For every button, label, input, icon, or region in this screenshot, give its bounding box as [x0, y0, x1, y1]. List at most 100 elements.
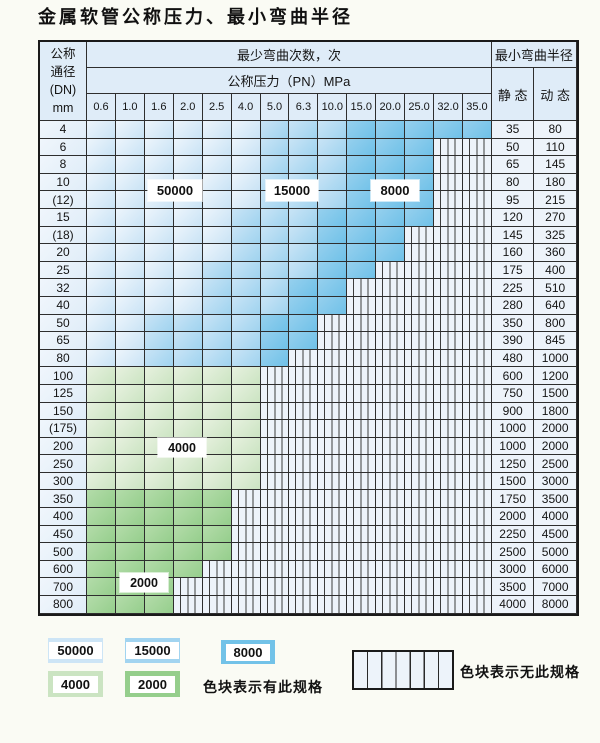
spec-cell: [202, 173, 232, 192]
no-spec-cell: [289, 402, 319, 421]
no-spec-cell: [462, 384, 492, 403]
no-spec-cell: [318, 349, 348, 368]
spec-cell: [318, 208, 348, 227]
spec-cell: [115, 349, 145, 368]
spec-cell: [231, 138, 261, 157]
no-spec-cell: [405, 314, 435, 333]
dn-cell: (175): [40, 420, 87, 438]
no-spec-cell: [260, 578, 290, 597]
no-spec-cell: [462, 332, 492, 350]
band-label-8000: 8000: [371, 180, 419, 201]
spec-cell: [202, 314, 232, 333]
no-spec-cell: [347, 402, 377, 421]
legend-no-spec-swatch: [352, 650, 454, 690]
no-spec-cell: [462, 596, 492, 614]
static-radius-cell: 600: [491, 367, 535, 385]
spec-cell: [260, 261, 290, 280]
pressure-tick: 2.5: [202, 94, 232, 121]
spec-cell: [347, 226, 377, 245]
band-label-50000: 50000: [148, 180, 202, 201]
no-spec-cell: [434, 525, 463, 544]
spec-cell: [115, 367, 145, 385]
spec-cell: [347, 156, 377, 174]
dn-column-header: 公称 通径 (DN) mm: [40, 42, 87, 121]
no-spec-cell: [462, 191, 492, 209]
spec-cell: [434, 121, 463, 139]
spec-cell: [87, 490, 116, 509]
no-spec-cell: [347, 596, 377, 614]
spec-cell: [318, 279, 348, 297]
dn-header-line: 通径: [50, 65, 76, 79]
spec-cell: [405, 208, 435, 227]
no-spec-cell: [376, 420, 406, 438]
spec-cell: [144, 279, 174, 297]
dynamic-radius-cell: 640: [534, 296, 577, 315]
dynamic-radius-cell: 2500: [534, 455, 577, 473]
no-spec-cell: [405, 420, 435, 438]
spec-cell: [173, 138, 203, 157]
spec-cell: [87, 560, 116, 579]
pressure-tick: 6.3: [289, 94, 319, 121]
no-spec-cell: [318, 420, 348, 438]
spec-cell: [87, 578, 116, 597]
spec-cell: [202, 279, 232, 297]
spec-cell: [289, 138, 319, 157]
static-radius-cell: 4000: [491, 596, 535, 614]
spec-cell: [87, 296, 116, 315]
static-radius-cell: 390: [491, 332, 535, 350]
dynamic-radius-cell: 2000: [534, 437, 577, 456]
spec-cell: [318, 261, 348, 280]
dn-cell: 32: [40, 279, 87, 297]
dn-cell: 600: [40, 560, 87, 579]
no-spec-cell: [434, 296, 463, 315]
dynamic-column-header: 动 态: [534, 68, 577, 121]
spec-cell: [87, 244, 116, 262]
spec-cell: [260, 332, 290, 350]
spec-cell: [289, 314, 319, 333]
spec-cell: [260, 121, 290, 139]
spec-cell: [260, 156, 290, 174]
no-spec-cell: [434, 472, 463, 491]
spec-cell: [87, 173, 116, 192]
dn-cell: 125: [40, 384, 87, 403]
spec-cell: [144, 208, 174, 227]
no-spec-cell: [347, 525, 377, 544]
no-spec-cell: [434, 596, 463, 614]
spec-cell: [318, 296, 348, 315]
no-spec-cell: [260, 455, 290, 473]
dn-cell: 10: [40, 173, 87, 192]
spec-cell: [173, 543, 203, 561]
spec-cell: [202, 525, 232, 544]
no-spec-cell: [462, 208, 492, 227]
dn-cell: 50: [40, 314, 87, 333]
spec-cell: [376, 156, 406, 174]
no-spec-cell: [347, 578, 377, 597]
static-radius-cell: 35: [491, 121, 535, 139]
spec-cell: [87, 367, 116, 385]
no-spec-cell: [405, 349, 435, 368]
spec-cell: [231, 332, 261, 350]
no-spec-cell: [405, 525, 435, 544]
pressure-tick: 0.6: [87, 94, 116, 121]
no-spec-cell: [202, 578, 232, 597]
no-spec-cell: [260, 560, 290, 579]
no-spec-cell: [347, 455, 377, 473]
no-spec-cell: [462, 490, 492, 509]
static-radius-cell: 2500: [491, 543, 535, 561]
spec-cell: [376, 244, 406, 262]
dynamic-radius-cell: 1800: [534, 402, 577, 421]
legend-swatch-label: 4000: [53, 675, 98, 693]
spec-cell: [173, 455, 203, 473]
no-spec-cell: [462, 402, 492, 421]
dynamic-radius-cell: 1500: [534, 384, 577, 403]
pressure-tick: 10.0: [318, 94, 348, 121]
no-spec-cell: [289, 543, 319, 561]
no-spec-cell: [434, 367, 463, 385]
no-spec-cell: [405, 455, 435, 473]
spec-cell: [376, 138, 406, 157]
no-spec-cell: [434, 208, 463, 227]
dn-cell: 25: [40, 261, 87, 280]
spec-cell: [173, 226, 203, 245]
no-spec-cell: [318, 367, 348, 385]
spec-cell: [144, 490, 174, 509]
